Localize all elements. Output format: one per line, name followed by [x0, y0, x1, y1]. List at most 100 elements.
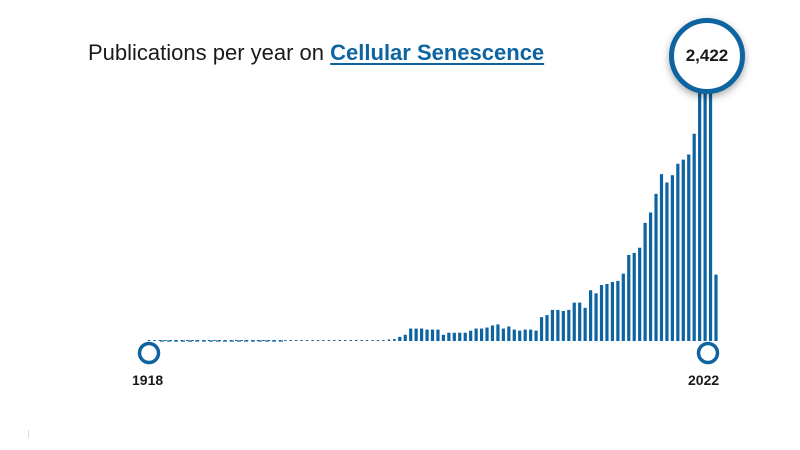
bar-2012 [659, 174, 664, 341]
bar-2002 [605, 284, 609, 341]
bar-1990 [539, 317, 544, 341]
bar-1967 [414, 328, 418, 341]
bar-1961 [382, 339, 385, 341]
bar-1924 [180, 340, 183, 341]
bar-1953 [338, 340, 342, 341]
start-year-marker [137, 341, 161, 365]
bar-1970 [430, 329, 435, 341]
bar-2015 [676, 163, 680, 341]
bar-2018 [692, 133, 696, 341]
bar-2003 [610, 281, 615, 341]
bar-1985 [512, 329, 516, 341]
bar-1993 [556, 309, 560, 341]
topic-link[interactable]: Cellular Senescence [330, 40, 545, 65]
bar-1950 [322, 340, 325, 341]
bar-1937 [251, 340, 254, 341]
bar-1965 [403, 334, 407, 341]
bar-1964 [398, 336, 402, 341]
bar-1932 [224, 340, 227, 341]
bar-1943 [284, 340, 287, 341]
bar-1963 [393, 338, 396, 341]
bar-1966 [409, 328, 413, 341]
bar-1996 [572, 302, 576, 341]
bar-2009 [643, 222, 647, 341]
bar-1957 [360, 340, 363, 341]
bar-1992 [550, 309, 555, 341]
bar-1986 [518, 330, 522, 341]
bar-1995 [567, 309, 571, 341]
bar-1958 [365, 340, 369, 341]
chart-title: Publications per year on Cellular Senesc… [88, 40, 544, 66]
bar-1933 [229, 340, 232, 341]
bar-2010 [648, 212, 653, 341]
bar-2007 [632, 252, 636, 341]
end-year-label: 2022 [688, 372, 720, 388]
bar-1973 [447, 332, 451, 341]
bar-1935 [240, 340, 243, 341]
bar-1982 [496, 324, 500, 341]
corner-mark [28, 430, 29, 438]
bar-1971 [436, 329, 440, 341]
bar-1920 [158, 340, 162, 341]
bar-2021 [708, 90, 713, 341]
bar-1922 [169, 340, 173, 341]
bar-1956 [354, 340, 358, 341]
bar-1991 [545, 315, 549, 341]
bar-2017 [687, 154, 691, 341]
bar-1978 [474, 328, 478, 341]
bar-1945 [295, 340, 298, 341]
bar-2022 [714, 274, 718, 341]
bar-1952 [333, 340, 336, 341]
bar-2004 [616, 280, 620, 341]
bar-1938 [256, 340, 260, 341]
bar-1974 [452, 332, 456, 341]
bar-1981 [490, 325, 495, 341]
bar-1951 [327, 340, 331, 341]
bar-1972 [441, 334, 445, 341]
bar-1975 [458, 332, 462, 341]
bar-1934 [235, 340, 238, 341]
bar-1976 [463, 332, 467, 341]
bar-1984 [507, 326, 511, 341]
bar-1988 [529, 329, 533, 341]
bar-1999 [589, 290, 593, 341]
bar-1959 [371, 340, 374, 341]
bar-1955 [349, 340, 352, 341]
bar-1939 [262, 340, 265, 341]
bar-1929 [207, 340, 211, 341]
bar-1983 [501, 328, 505, 341]
peak-value-bubble: 2,422 [669, 18, 745, 94]
bar-1928 [202, 340, 205, 341]
bar-2006 [627, 254, 631, 341]
bar-1944 [289, 340, 292, 341]
bar-2016 [681, 159, 685, 341]
bar-1987 [523, 329, 527, 341]
bar-1949 [316, 340, 320, 341]
bar-1994 [561, 310, 565, 341]
bar-1968 [420, 328, 424, 341]
bar-1997 [578, 302, 582, 341]
bar-1940 [267, 340, 271, 341]
bar-2008 [638, 247, 642, 341]
bar-1980 [485, 327, 489, 341]
bar-1919 [153, 340, 156, 341]
bar-2000 [594, 293, 598, 341]
bar-1923 [175, 340, 178, 341]
bar-1921 [164, 340, 167, 341]
bar-2013 [665, 182, 669, 341]
bar-2005 [621, 273, 625, 341]
bar-2020 [703, 90, 707, 341]
bar-1979 [479, 328, 484, 341]
bar-1931 [218, 340, 222, 341]
bar-1925 [185, 340, 189, 341]
bar-1969 [425, 329, 429, 341]
bar-1977 [469, 330, 473, 341]
bar-1918 [147, 340, 151, 341]
bar-1960 [376, 340, 380, 341]
bar-1989 [534, 330, 538, 341]
bar-1942 [278, 340, 282, 341]
bar-2011 [654, 193, 658, 341]
bar-1927 [196, 340, 200, 341]
bar-1941 [273, 340, 276, 341]
